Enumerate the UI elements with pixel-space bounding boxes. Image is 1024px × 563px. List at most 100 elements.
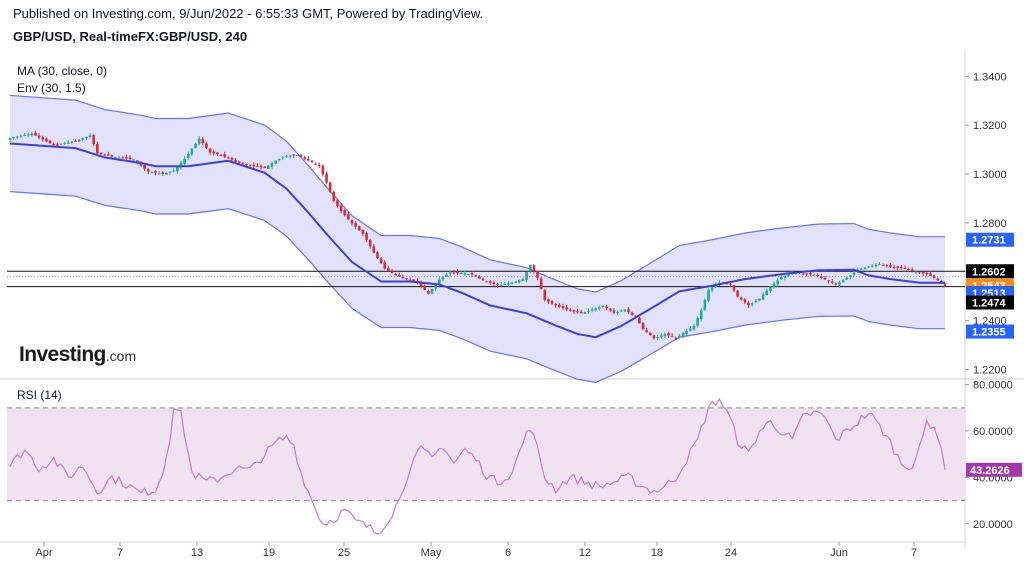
candle-body — [288, 155, 292, 157]
candle-body — [321, 165, 325, 175]
candle-body — [26, 134, 30, 136]
candle-body — [554, 304, 558, 306]
price-marker-badge — [966, 324, 1014, 339]
candle-body — [623, 309, 627, 312]
candle-body — [223, 154, 226, 157]
candle-body — [587, 310, 590, 312]
candle-body — [412, 279, 416, 282]
candle-body — [219, 154, 223, 156]
candle-body — [317, 164, 321, 167]
candle-body — [216, 152, 219, 155]
candle-body — [96, 143, 99, 154]
candle-body — [474, 275, 477, 277]
candle-body — [601, 305, 605, 308]
candle-body — [761, 294, 765, 300]
candle-body — [707, 290, 710, 301]
price-tick-label: 1.2800 — [973, 218, 1007, 230]
candle-body — [390, 271, 394, 274]
candle-body — [878, 264, 881, 266]
candle-body — [568, 309, 572, 311]
candle-body — [896, 266, 900, 268]
candle-body — [154, 171, 157, 173]
candle-body — [918, 271, 921, 273]
candle-body — [627, 309, 630, 313]
price-marker-label: 1.2602 — [972, 266, 1006, 278]
candle-body — [183, 158, 186, 164]
candle-body — [776, 280, 779, 285]
candle-body — [128, 157, 132, 159]
price-tick-label: 1.3000 — [973, 169, 1007, 181]
candle-body — [41, 137, 45, 140]
rsi-line — [9, 397, 946, 535]
candle-body — [103, 154, 106, 156]
candle-body — [114, 156, 117, 158]
candles-group — [8, 130, 947, 341]
candle-body — [710, 287, 714, 291]
candle-body — [201, 138, 205, 144]
ma-indicator-label: MA (30, close, 0) — [17, 64, 108, 78]
candle-body — [736, 290, 739, 297]
candle-body — [252, 164, 256, 167]
candle-body — [376, 252, 379, 258]
candle-body — [481, 278, 485, 281]
candle-body — [379, 258, 383, 264]
candle-body — [492, 282, 496, 284]
candle-body — [437, 279, 441, 285]
candle-body — [732, 285, 736, 291]
candle-body — [478, 276, 481, 279]
price-marker-badge — [966, 264, 1014, 279]
candle-body — [681, 333, 685, 337]
rsi-value-badge — [966, 462, 1022, 477]
candle-body — [52, 143, 55, 146]
candle-body — [816, 275, 819, 277]
candle-body — [459, 272, 463, 274]
rsi-tick-label: 80.0000 — [973, 380, 1013, 392]
candle-body — [66, 142, 70, 144]
envelope-indicator-label: Env (30, 1.5) — [17, 81, 86, 95]
candle-body — [507, 283, 510, 285]
time-tick-label: 19 — [263, 547, 275, 559]
candle-body — [579, 311, 583, 314]
candle-body — [659, 335, 663, 337]
candle-body — [467, 274, 470, 276]
candle-body — [921, 271, 925, 274]
candle-body — [248, 164, 252, 166]
candle-body — [874, 265, 878, 267]
candle-body — [354, 222, 357, 227]
candle-body — [30, 133, 34, 136]
candle-body — [820, 276, 823, 278]
candle-body — [419, 282, 423, 287]
time-tick-label: 12 — [579, 547, 591, 559]
candle-body — [936, 278, 940, 281]
time-tick-label: 18 — [651, 547, 663, 559]
candle-body — [85, 136, 88, 138]
candle-body — [110, 154, 114, 157]
logo-main: Investing — [19, 343, 106, 366]
candle-body — [521, 279, 525, 281]
candle-body — [830, 281, 834, 283]
time-tick-label: 7 — [117, 547, 123, 559]
candle-body — [772, 283, 776, 287]
time-tick-label: 25 — [338, 547, 350, 559]
candle-body — [729, 283, 732, 285]
time-tick-label: 7 — [911, 547, 917, 559]
candle-body — [361, 229, 365, 234]
candle-body — [423, 285, 427, 291]
candle-body — [226, 157, 230, 159]
candle-body — [299, 154, 303, 157]
candle-body — [925, 273, 929, 275]
candle-body — [849, 275, 852, 278]
candle-body — [485, 281, 488, 283]
candle-body — [881, 264, 885, 266]
candle-body — [336, 200, 339, 207]
candle-body — [157, 173, 161, 175]
candle-body — [641, 323, 645, 330]
candle-body — [528, 264, 532, 272]
candle-body — [696, 318, 699, 326]
candle-body — [463, 273, 467, 275]
candle-body — [565, 307, 568, 310]
rsi-band — [7, 407, 965, 501]
candle-body — [205, 143, 208, 148]
candle-body — [619, 310, 623, 312]
